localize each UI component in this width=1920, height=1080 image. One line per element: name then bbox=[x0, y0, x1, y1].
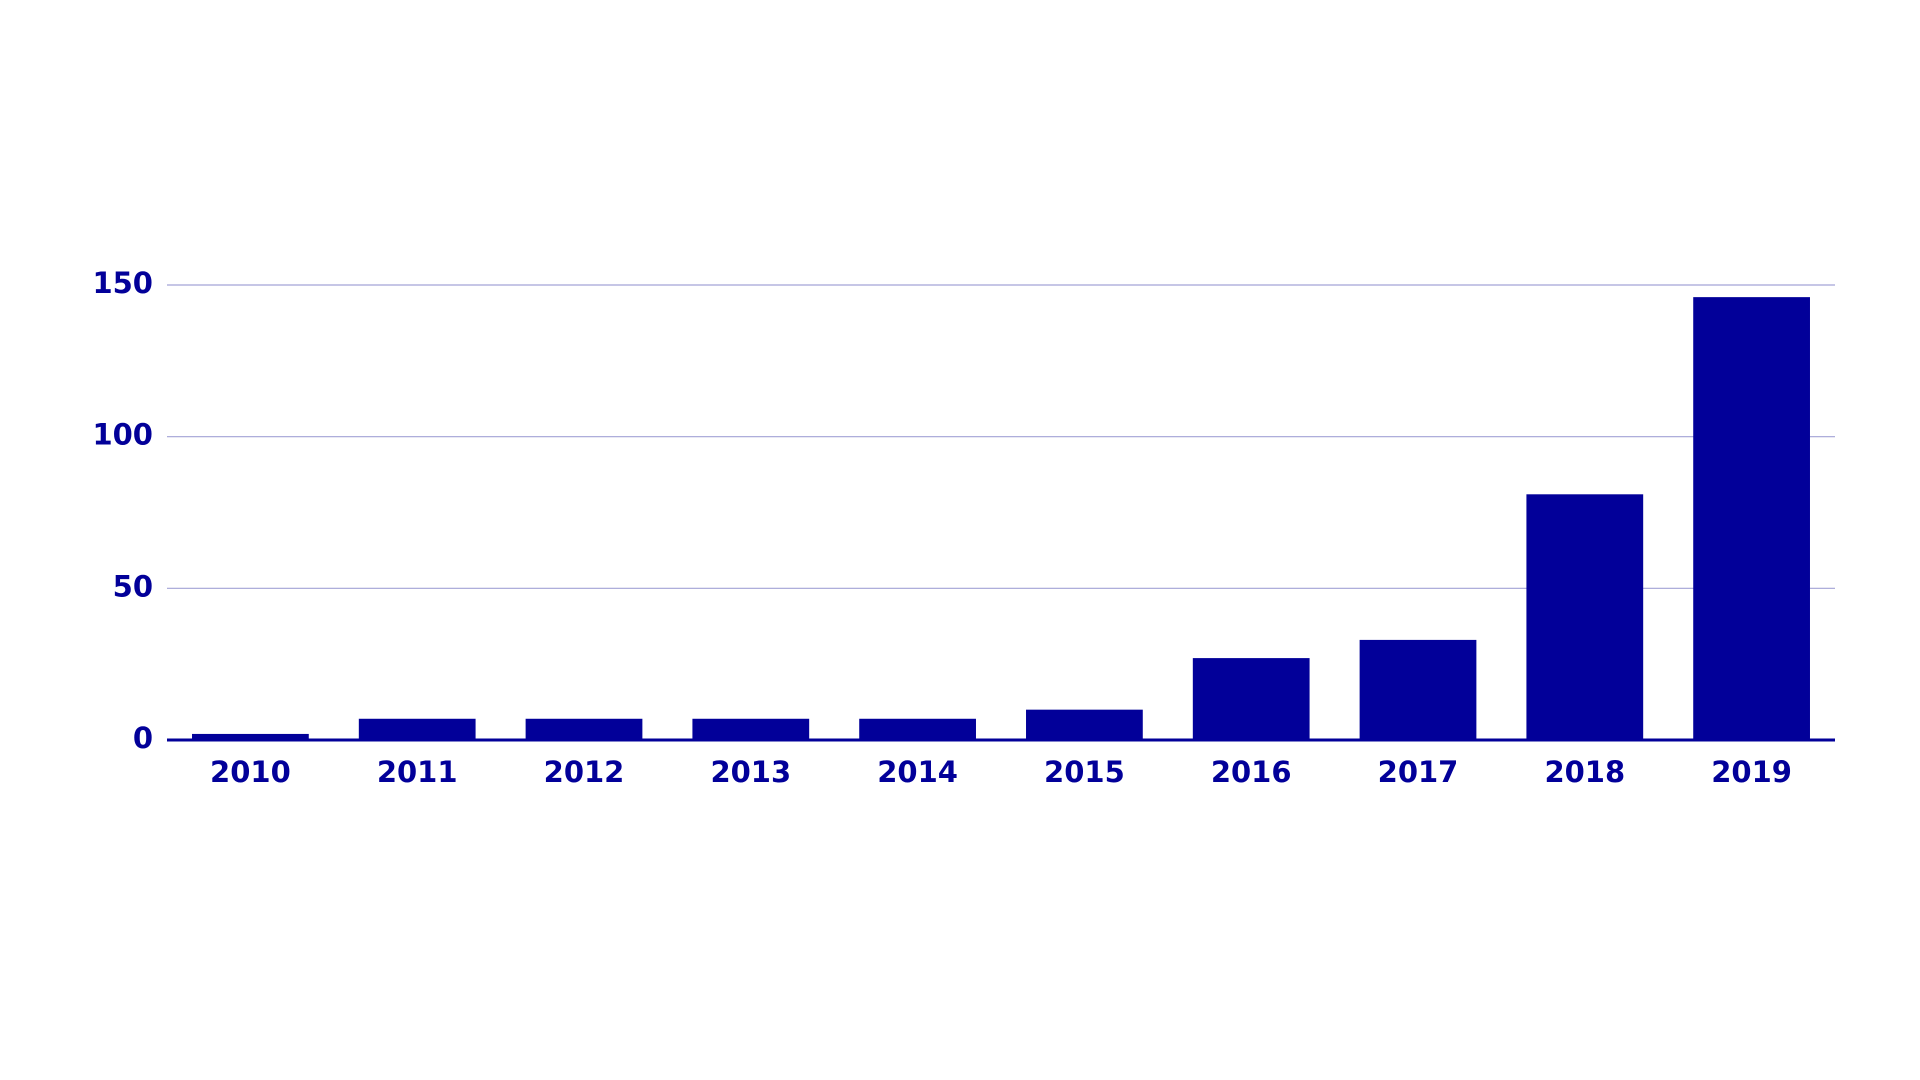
bar bbox=[525, 718, 643, 740]
x-tick-label: 2018 bbox=[1544, 755, 1625, 789]
bar bbox=[1192, 658, 1310, 740]
bar bbox=[1526, 494, 1644, 740]
x-tick-label: 2010 bbox=[210, 755, 291, 789]
x-tick-label: 2011 bbox=[377, 755, 458, 789]
x-tick-label: 2013 bbox=[710, 755, 791, 789]
bar bbox=[358, 718, 476, 740]
bar bbox=[859, 718, 976, 740]
x-tick-label: 2015 bbox=[1044, 755, 1125, 789]
x-tick-label: 2016 bbox=[1211, 755, 1292, 789]
x-tick-label: 2019 bbox=[1711, 755, 1792, 789]
y-tick-label: 100 bbox=[92, 418, 153, 452]
y-tick-label: 150 bbox=[92, 266, 153, 300]
bar bbox=[1026, 709, 1143, 740]
bar bbox=[1359, 639, 1477, 740]
y-tick-label: 0 bbox=[133, 721, 153, 755]
y-tick-label: 50 bbox=[113, 569, 153, 603]
x-tick-label: 2014 bbox=[877, 755, 958, 789]
x-tick-label: 2012 bbox=[544, 755, 625, 789]
bar bbox=[692, 718, 810, 740]
bar bbox=[1693, 297, 1810, 740]
x-tick-label: 2017 bbox=[1378, 755, 1459, 789]
bar bbox=[192, 733, 309, 740]
